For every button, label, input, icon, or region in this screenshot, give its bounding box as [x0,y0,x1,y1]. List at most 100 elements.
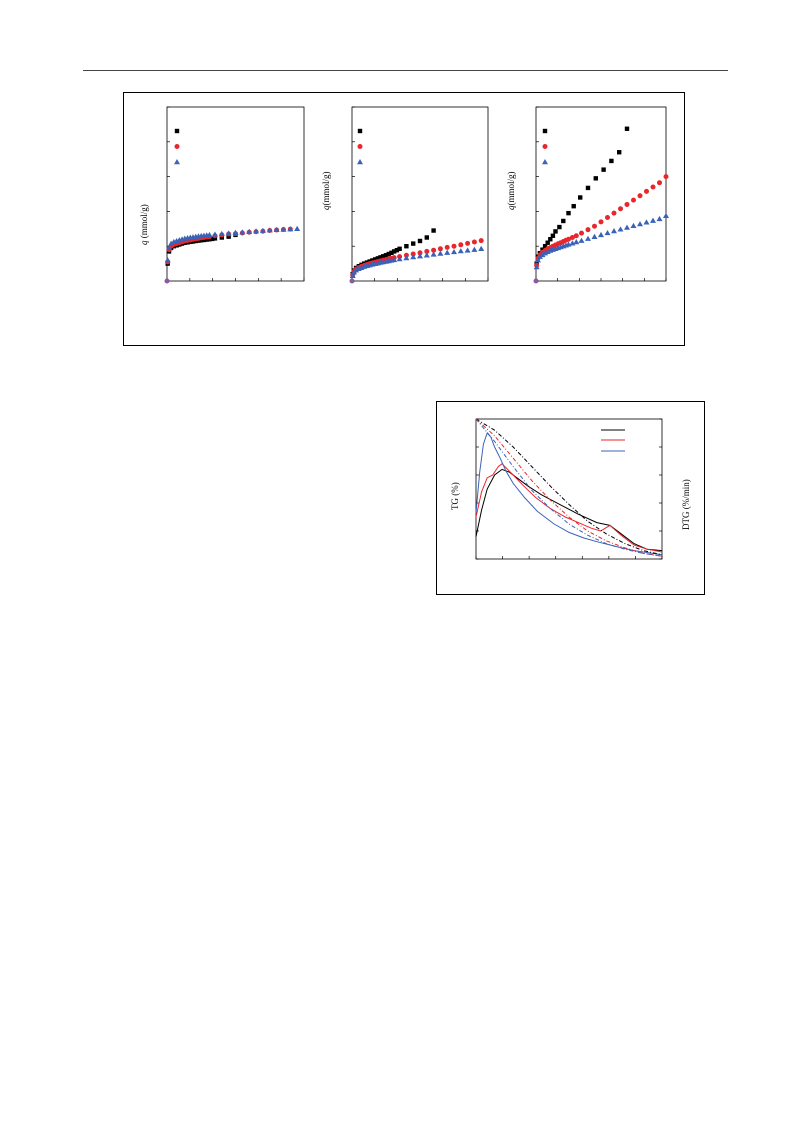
chart-4-plot-border [475,418,663,560]
chart-2-series-2-point [458,242,464,248]
chart-3-origin-point [533,278,539,284]
chart-2-series-3-point [410,253,417,260]
chart-2-series-1-point [397,246,402,252]
chart-2-series-1-point [391,249,397,254]
chart-1-series-1-point [204,237,209,242]
chart-2-series-1-point [389,250,394,256]
chart-2-series-1-point [394,248,400,253]
chart-2-series-2-point [444,244,450,250]
chart-3-series-1-point [585,185,591,191]
chart-3-series-1-point [566,210,571,216]
chart-4-series-3-line [475,432,663,556]
chart-2-series-3-point [423,252,430,258]
chart-3-series-3-point [542,250,549,256]
chart-3-series-3-point [578,237,585,243]
chart-3-series-3-point [643,219,650,225]
chart-3-series-1-point [561,218,566,224]
chart-2-series-2-point [431,247,437,253]
chart-2-series-1-point [404,244,409,249]
chart-3-series-2-point [657,180,662,186]
chart-2-series-2-point [437,246,443,252]
chart-1-series-1-point [219,235,224,240]
chart-1-series-3-point [239,229,246,235]
chart-3-series-2-point [624,201,630,207]
chart-3-series-1-point [553,229,558,234]
figure-1-frame [123,92,685,346]
chart-3-series-2-point [573,233,579,239]
chart-3-series-3-point [650,217,656,223]
chart-1-series-1-point [207,237,212,242]
chart-3-series-1-point [557,224,562,230]
chart-3-series-3-point [533,264,540,270]
chart-2-series-3-point [430,251,437,257]
chart-3-series-2-point [566,236,571,242]
chart-2-series-1-point [375,256,381,261]
chart-4-series-2-line [475,463,663,553]
chart-2-series-2-point [424,248,430,254]
chart-3-series-2-point [592,223,597,229]
chart-2-series-1-point [386,251,391,257]
chart-3-series-2-point [598,219,604,225]
chart-3-series-3-point [663,212,669,218]
chart-2-legend-marker-1 [357,128,363,134]
chart-3-series-3-point [656,215,663,222]
chart-1-series-3-point [294,225,301,231]
chart-2-series-3-point [353,267,360,273]
chart-3-legend-marker-3 [542,159,548,165]
chart-2-series-3-point [451,248,457,255]
chart-2-series-3-point [471,246,478,252]
tg-ylabel: TG (%) [450,482,460,510]
chart-2-series-3-point [417,253,423,259]
chart-2-series-3-point [396,256,403,262]
chart-1-legend-marker-1 [174,128,180,134]
chart-3-series-3-point [637,221,643,227]
chart-1-series-3-point [225,230,232,236]
chart-2-series-3-point [403,255,410,261]
chart-2-series-1-point [381,254,386,259]
chart-1-series-3-point [166,244,173,251]
panel-1-ylabel: q (mmol/g) [139,204,149,245]
chart-3-series-2-point [569,235,575,240]
chart-2-series-3-point [457,248,464,254]
page-header-rule [83,70,728,71]
chart-3-series-3-point [617,226,624,232]
chart-3-series-2-point [618,206,623,212]
chart-3-series-3-point [573,239,580,245]
chart-3-series-3-point [624,224,630,230]
chart-2-series-2-point [451,243,457,249]
chart-1-series-3-point [232,229,239,236]
chart-2-series-1-point [411,241,416,246]
chart-2-series-1-point [424,235,429,240]
chart-3-series-3-point [611,228,617,234]
chart-1-legend-marker-3 [174,159,180,165]
chart-1-plot-border [166,106,305,282]
chart-1-series-3-point [218,230,225,237]
chart-3-series-3-point [536,253,543,259]
chart-3-series-1-point [624,126,630,131]
chart-4-series-4-line [475,418,663,556]
chart-3-series-2-point [663,174,669,180]
chart-2-series-2-point [478,238,484,244]
chart-1-series-1-point [212,236,218,241]
chart-3-series-2-point [579,230,584,236]
chart-3-series-3-point [630,222,637,229]
chart-3-series-3-point [604,229,611,236]
chart-1-series-3-point [164,257,171,263]
chart-3-series-3-point [534,257,541,263]
chart-2-series-3-point [464,247,471,253]
panel-3-ylabel: q(mmol/g) [506,172,516,211]
chart-3-series-1-point [550,233,556,238]
chart-3-series-2-point [585,227,591,233]
chart-1-series-3-point [206,231,213,238]
chart-1-series-3-point [253,228,260,234]
chart-1-series-3-point [266,227,273,233]
chart-3-series-2-point [605,214,610,220]
chart-1-series-3-point [259,227,266,233]
chart-1-series-3-point [168,240,175,246]
chart-3-series-1-point [548,237,553,242]
chart-3-series-1-point [542,244,548,249]
chart-2-series-2-point [417,250,423,256]
chart-2-series-3-point [349,272,356,278]
chart-1-series-1-point [226,234,231,239]
